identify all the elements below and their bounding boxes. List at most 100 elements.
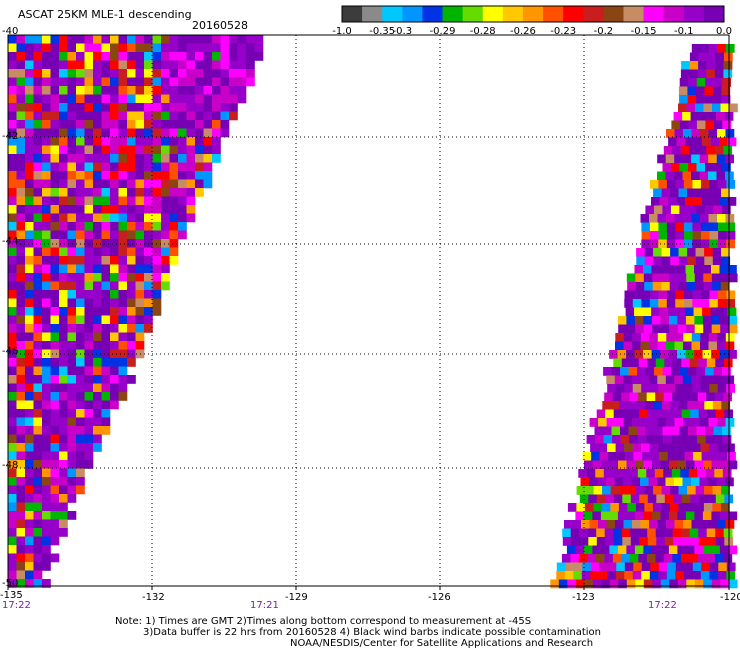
swath-cell — [694, 350, 703, 359]
swath-cell — [567, 579, 577, 589]
swath-cell — [50, 137, 60, 146]
swath-cell — [8, 358, 17, 367]
swath-cell — [33, 434, 43, 444]
swath-cell — [16, 188, 26, 197]
swath-cell — [42, 188, 51, 197]
swath-cell — [50, 443, 60, 452]
swath-cell — [592, 545, 602, 555]
swath-cell — [144, 230, 153, 240]
swath-cell — [25, 536, 34, 546]
swath-cell — [680, 554, 690, 563]
swath-cell — [629, 469, 639, 478]
swath-cell — [127, 86, 136, 95]
swath-cell — [682, 171, 692, 181]
swath-cell — [33, 562, 43, 571]
swath-cell — [178, 52, 187, 61]
swath-cell — [84, 315, 94, 325]
swath-cell — [678, 188, 688, 198]
swath-cell — [144, 128, 153, 138]
colorbar-label: -0.1 — [674, 26, 694, 37]
swath-cell — [609, 350, 618, 359]
swath-cell — [683, 571, 693, 580]
swath-cell — [169, 77, 179, 87]
swath-cell — [721, 486, 730, 495]
swath-cell — [144, 154, 153, 163]
colorbar-label: -0.29 — [429, 26, 456, 37]
swath-cell — [621, 528, 631, 538]
swath-cell — [700, 129, 709, 138]
swath-cell — [584, 503, 594, 512]
colorbar-swatch — [362, 6, 383, 22]
swath-cell — [161, 86, 170, 95]
swath-cell — [655, 358, 665, 368]
swath-cell — [76, 298, 85, 308]
swath-cell — [650, 562, 660, 572]
swath-cell — [720, 324, 729, 334]
swath-cell — [84, 324, 94, 333]
swath-cell — [203, 179, 213, 189]
swath-cell — [626, 316, 636, 325]
swath-cell — [707, 112, 717, 121]
swath-cell — [711, 324, 721, 334]
swath-cell — [668, 265, 678, 274]
swath-cell — [681, 358, 691, 368]
swath-cell — [59, 451, 68, 461]
swath-cell — [649, 571, 659, 580]
swath-cell — [161, 179, 170, 189]
swath-cell — [629, 435, 638, 444]
swath-cell — [590, 443, 599, 453]
swath-cell — [645, 205, 655, 215]
swath-cell — [25, 145, 34, 155]
swath-cell — [708, 418, 718, 427]
swath-cell — [50, 196, 60, 206]
swath-cell — [25, 366, 34, 376]
swath-cell — [76, 451, 85, 461]
swath-cell — [674, 129, 684, 138]
swath-cell — [704, 486, 713, 495]
swath-cell — [661, 503, 671, 512]
swath-cell — [674, 171, 683, 181]
swath-cell — [643, 579, 653, 589]
swath-cell — [246, 77, 255, 87]
swath-cell — [726, 562, 736, 572]
swath-cell — [631, 477, 641, 487]
swath-cell — [698, 52, 708, 62]
swath-cell — [118, 315, 128, 325]
swath-cell — [42, 341, 51, 350]
swath-cell — [687, 95, 697, 104]
swath-cell — [701, 562, 711, 572]
swath-cell — [254, 35, 264, 44]
swath-cell — [678, 503, 688, 512]
swath-cell — [688, 120, 698, 130]
swath-cell — [641, 443, 650, 453]
swath-cell — [660, 265, 669, 274]
swath-cell — [666, 520, 675, 529]
swath-cell — [701, 290, 710, 300]
swath-cell — [646, 469, 656, 478]
swath-cell — [8, 443, 17, 452]
swath-cell — [16, 511, 26, 520]
swath-cell — [178, 154, 187, 163]
swath-cell — [25, 154, 34, 163]
lon-tick-label-120: -120 — [720, 592, 740, 603]
swath-cell — [8, 519, 17, 529]
swath-cell — [659, 197, 669, 206]
swath-cell — [93, 434, 102, 444]
swath-cell — [84, 383, 94, 393]
swath-cell — [84, 111, 94, 121]
swath-cell — [135, 247, 145, 257]
swath-cell — [16, 35, 26, 44]
swath-cell — [93, 332, 102, 342]
swath-cell — [59, 341, 68, 350]
swath-cell — [50, 349, 60, 359]
swath-cell — [237, 86, 247, 95]
swath-cell — [152, 145, 162, 155]
swath-cell — [25, 196, 34, 206]
swath-cell — [50, 35, 60, 44]
swath-cell — [566, 545, 576, 555]
swath-cell — [587, 528, 597, 538]
swath-cell — [186, 52, 196, 61]
swath-cell — [33, 536, 43, 546]
swath-cell — [169, 213, 179, 223]
swath-cell — [586, 469, 596, 478]
